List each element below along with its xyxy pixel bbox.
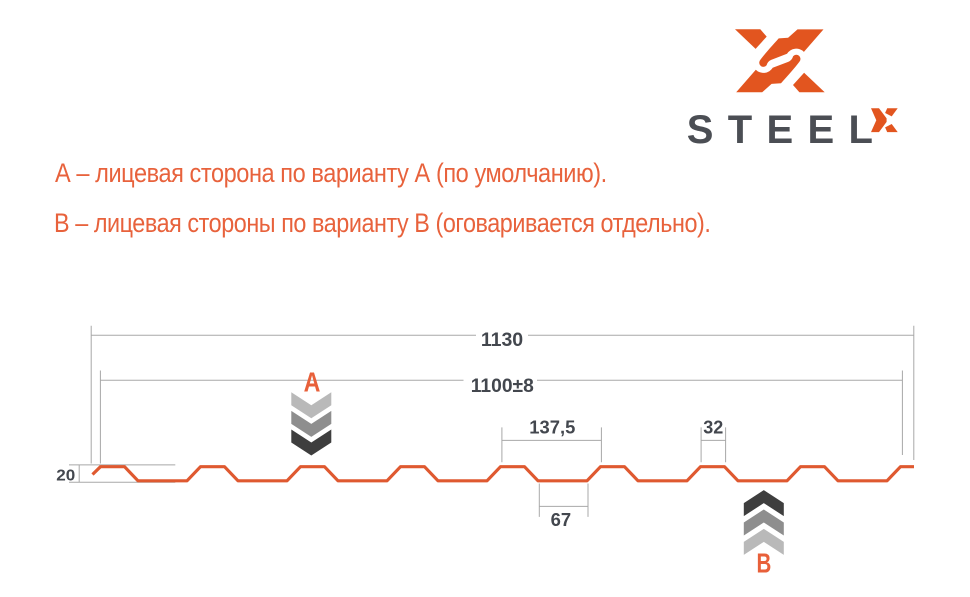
svg-text:1130: 1130 [481, 329, 523, 351]
svg-text:20: 20 [56, 467, 75, 484]
svg-text:В: В [757, 547, 772, 578]
svg-text:32: 32 [703, 417, 723, 437]
svg-text:1100±8: 1100±8 [471, 375, 534, 397]
svg-text:67: 67 [551, 510, 572, 530]
svg-text:137,5: 137,5 [529, 417, 575, 437]
svg-text:А: А [304, 367, 321, 398]
